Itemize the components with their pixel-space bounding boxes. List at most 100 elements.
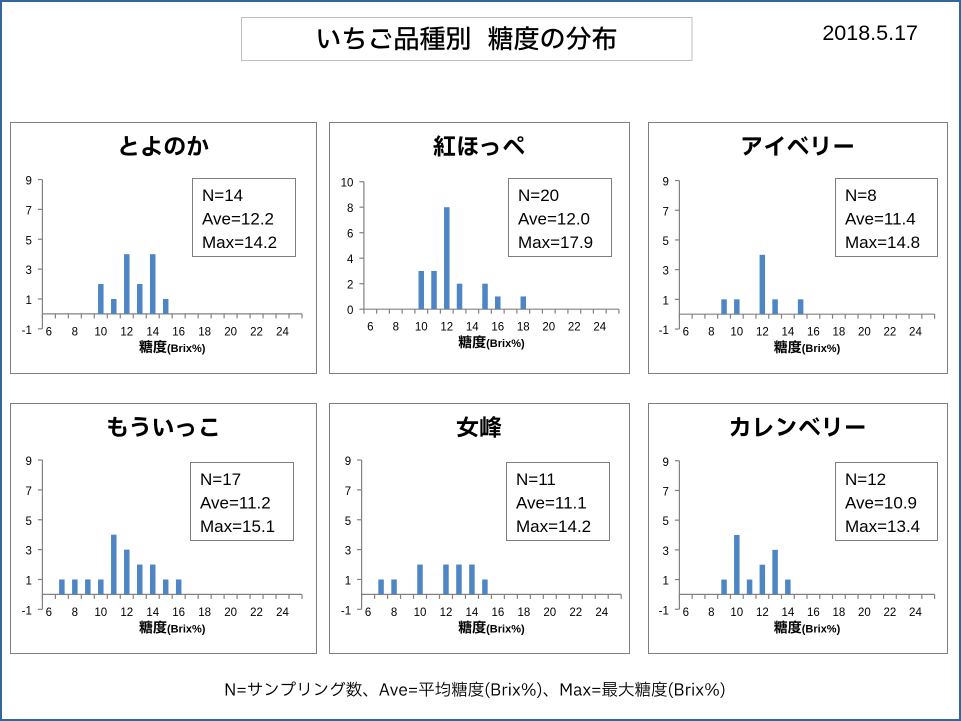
- svg-text:24: 24: [593, 322, 606, 334]
- svg-text:16: 16: [172, 607, 185, 619]
- svg-text:N=12: N=12: [845, 470, 886, 489]
- svg-text:12: 12: [120, 607, 133, 619]
- svg-text:24: 24: [276, 607, 289, 619]
- svg-text:10: 10: [730, 607, 743, 619]
- svg-text:8: 8: [393, 322, 399, 334]
- svg-text:14: 14: [781, 327, 794, 339]
- svg-text:-1: -1: [659, 605, 669, 617]
- svg-text:9: 9: [662, 177, 668, 189]
- svg-text:14: 14: [466, 607, 479, 619]
- svg-text:20: 20: [543, 607, 556, 619]
- svg-text:Max=14.2: Max=14.2: [202, 233, 277, 252]
- svg-text:6: 6: [46, 326, 52, 338]
- svg-text:8: 8: [72, 607, 78, 619]
- svg-text:20: 20: [224, 607, 237, 619]
- svg-text:N=14: N=14: [202, 186, 243, 205]
- svg-text:20: 20: [224, 326, 237, 338]
- svg-text:4: 4: [347, 254, 354, 266]
- svg-text:7: 7: [662, 486, 668, 498]
- svg-text:8: 8: [391, 607, 397, 619]
- svg-text:22: 22: [568, 322, 581, 334]
- svg-text:22: 22: [884, 327, 897, 339]
- svg-text:N=20: N=20: [518, 186, 559, 205]
- svg-text:-1: -1: [22, 325, 32, 337]
- svg-text:6: 6: [683, 607, 689, 619]
- svg-text:9: 9: [25, 176, 31, 188]
- svg-text:1: 1: [25, 575, 31, 587]
- svg-text:N=11: N=11: [516, 470, 556, 489]
- svg-text:Max=17.9: Max=17.9: [518, 233, 593, 252]
- svg-text:16: 16: [807, 607, 820, 619]
- svg-text:5: 5: [662, 516, 668, 528]
- svg-text:8: 8: [347, 203, 353, 215]
- svg-text:9: 9: [662, 457, 668, 469]
- svg-text:Max=14.2: Max=14.2: [516, 517, 591, 536]
- svg-text:24: 24: [909, 607, 922, 619]
- svg-text:Max=13.4: Max=13.4: [845, 517, 920, 536]
- svg-text:12: 12: [756, 607, 769, 619]
- svg-text:6: 6: [683, 327, 689, 339]
- svg-text:-1: -1: [341, 605, 351, 617]
- svg-text:(Brix%): (Brix%): [486, 338, 525, 350]
- svg-text:24: 24: [595, 607, 608, 619]
- svg-text:14: 14: [466, 322, 479, 334]
- svg-text:24: 24: [276, 326, 289, 338]
- svg-text:Ave=11.2: Ave=11.2: [200, 493, 271, 512]
- svg-text:(Brix%): (Brix%): [486, 623, 525, 635]
- svg-text:10: 10: [415, 322, 428, 334]
- svg-text:(Brix%): (Brix%): [802, 343, 841, 355]
- svg-text:3: 3: [25, 546, 31, 558]
- svg-text:1: 1: [662, 295, 668, 307]
- svg-text:Ave=12.2: Ave=12.2: [202, 209, 274, 228]
- svg-text:8: 8: [72, 326, 78, 338]
- svg-text:5: 5: [662, 236, 668, 248]
- svg-text:16: 16: [172, 326, 185, 338]
- svg-text:22: 22: [250, 326, 263, 338]
- svg-text:20: 20: [858, 607, 871, 619]
- svg-text:6: 6: [367, 322, 373, 334]
- svg-text:10: 10: [730, 327, 743, 339]
- svg-text:1: 1: [662, 576, 668, 588]
- svg-text:22: 22: [884, 607, 897, 619]
- svg-text:(Brix%): (Brix%): [167, 343, 206, 355]
- svg-text:6: 6: [46, 607, 52, 619]
- svg-text:Max=14.8: Max=14.8: [845, 233, 920, 252]
- svg-text:5: 5: [345, 516, 351, 528]
- svg-text:22: 22: [250, 607, 263, 619]
- svg-text:5: 5: [25, 235, 31, 247]
- svg-text:20: 20: [542, 322, 555, 334]
- svg-text:2018.5.17: 2018.5.17: [822, 21, 918, 45]
- svg-text:3: 3: [662, 546, 668, 558]
- svg-text:Max=15.1: Max=15.1: [200, 517, 275, 536]
- svg-text:8: 8: [708, 607, 714, 619]
- svg-text:8: 8: [708, 327, 714, 339]
- svg-text:7: 7: [345, 486, 351, 498]
- svg-text:10: 10: [94, 607, 107, 619]
- svg-text:Ave=11.1: Ave=11.1: [516, 493, 587, 512]
- svg-text:6: 6: [365, 607, 371, 619]
- svg-text:12: 12: [756, 327, 769, 339]
- svg-text:1: 1: [25, 295, 31, 307]
- svg-text:-1: -1: [659, 325, 669, 337]
- svg-text:12: 12: [440, 322, 453, 334]
- svg-text:Ave=10.9: Ave=10.9: [845, 493, 917, 512]
- svg-text:18: 18: [517, 607, 530, 619]
- svg-text:0: 0: [347, 305, 353, 317]
- svg-text:-1: -1: [22, 605, 32, 617]
- svg-text:1: 1: [345, 575, 351, 587]
- svg-text:10: 10: [341, 178, 354, 190]
- svg-text:14: 14: [781, 607, 794, 619]
- svg-text:(Brix%): (Brix%): [167, 623, 206, 635]
- svg-text:18: 18: [833, 607, 846, 619]
- svg-text:16: 16: [807, 327, 820, 339]
- svg-text:7: 7: [662, 206, 668, 218]
- svg-text:(Brix%): (Brix%): [802, 623, 841, 635]
- svg-text:9: 9: [345, 456, 351, 468]
- svg-text:16: 16: [491, 607, 504, 619]
- svg-text:Ave=12.0: Ave=12.0: [518, 209, 590, 228]
- svg-text:22: 22: [569, 607, 582, 619]
- svg-text:N=17: N=17: [200, 470, 241, 489]
- svg-text:6: 6: [347, 229, 353, 241]
- svg-text:3: 3: [25, 265, 31, 277]
- svg-text:3: 3: [662, 266, 668, 278]
